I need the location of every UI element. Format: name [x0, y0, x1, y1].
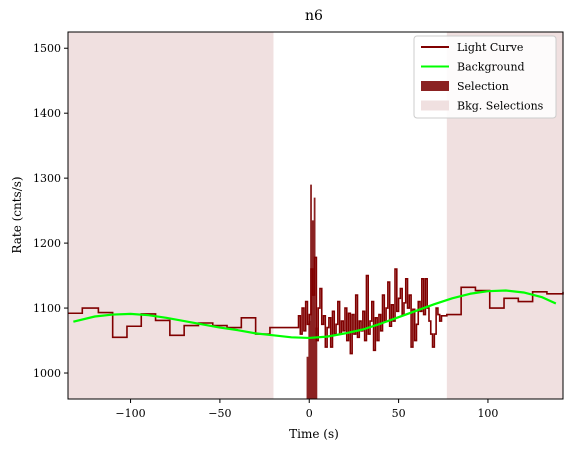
- legend-label-light-curve: Light Curve: [457, 41, 523, 54]
- legend-label-selection: Selection: [457, 80, 509, 93]
- x-axis: −100 −50 0 50 100: [115, 399, 498, 420]
- y-tick-label: 1100: [33, 302, 61, 315]
- x-tick-label: 50: [392, 407, 406, 420]
- legend-label-bkg-selections: Bkg. Selections: [457, 100, 544, 113]
- series-layer: [68, 256, 564, 355]
- selection-area: [306, 184, 318, 399]
- background-line: [73, 289, 557, 340]
- legend: Light Curve Background Selection Bkg. Selec…: [413, 35, 557, 119]
- y-tick-label: 1000: [33, 367, 61, 380]
- chart-title: n6: [305, 8, 323, 24]
- legend-swatch-selection: [421, 81, 449, 91]
- selection-layer: [306, 184, 318, 399]
- legend-swatch-bkg-selections: [421, 100, 449, 111]
- x-tick-label: 0: [306, 407, 313, 420]
- y-tick-label: 1500: [33, 42, 61, 55]
- legend-label-background: Background: [457, 61, 525, 74]
- y-tick-label: 1300: [33, 172, 61, 185]
- x-tick-label: 100: [477, 407, 498, 420]
- bkg-selection-region-1: [68, 32, 274, 399]
- y-tick-label: 1200: [33, 237, 61, 250]
- legend-box: [413, 35, 557, 119]
- plot-frame: [67, 31, 564, 400]
- x-tick-label: −100: [115, 407, 145, 420]
- x-axis-label: Time (s): [289, 427, 339, 441]
- y-tick-label: 1400: [33, 107, 61, 120]
- y-axis: 1000 1100 1200 1300 1400 1500: [33, 42, 68, 380]
- light-curve-line: [68, 256, 564, 355]
- x-tick-label: −50: [208, 407, 231, 420]
- y-axis-label: Rate (cnts/s): [10, 176, 24, 253]
